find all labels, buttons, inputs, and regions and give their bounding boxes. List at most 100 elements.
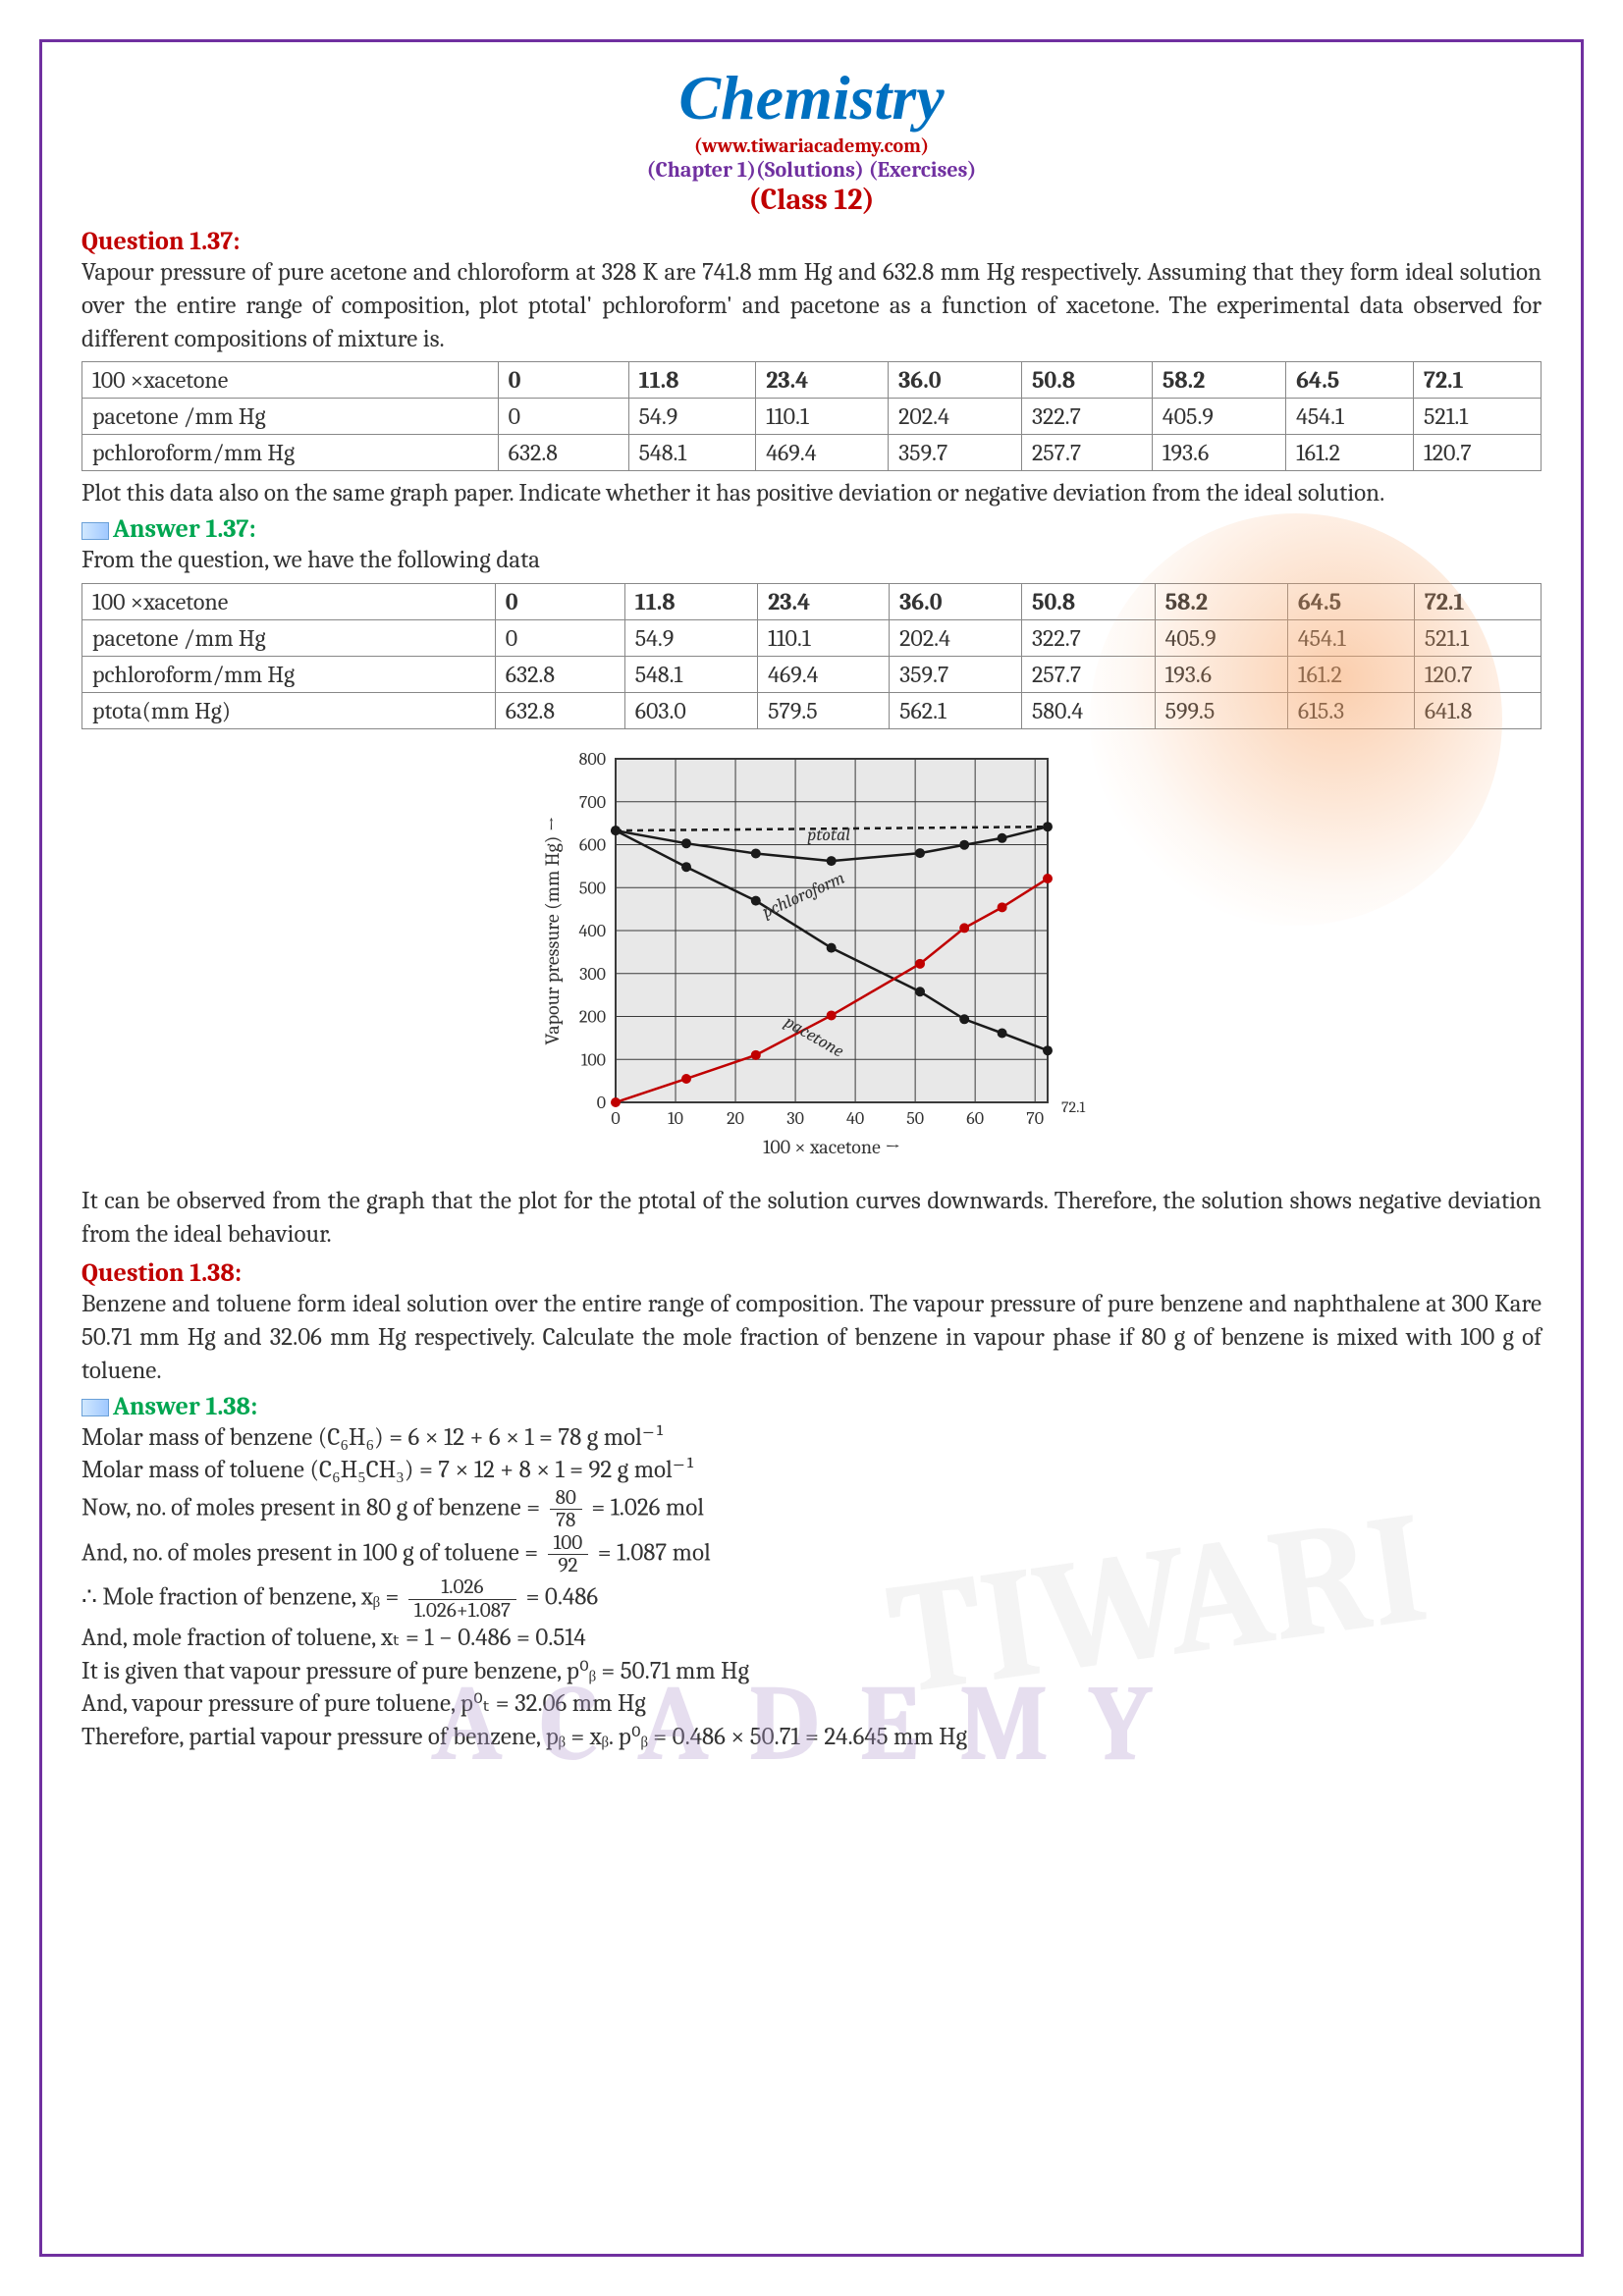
svg-text:100 × xacetone →: 100 × xacetone → [763, 1136, 900, 1158]
table-cell: 0 [495, 619, 624, 656]
svg-text:0: 0 [596, 1093, 605, 1113]
q137-table: 100 ×xacetone011.823.436.050.858.264.572… [81, 361, 1542, 471]
answer-icon [81, 1399, 109, 1416]
table-row-label: pacetone /mm Hg [82, 619, 496, 656]
text: = 1.026 mol [591, 1494, 704, 1522]
svg-text:600: 600 [578, 834, 605, 855]
table-row-label: pchloroform/mm Hg [82, 435, 499, 471]
table-cell: 322.7 [1021, 399, 1152, 435]
document-page: TIWARI ACADEMY Chemistry (www.tiwariacad… [39, 39, 1584, 2257]
a137-conclusion: It can be observed from the graph that t… [81, 1185, 1542, 1252]
table-row-label: 100 ×xacetone [82, 362, 499, 399]
table-cell: 322.7 [1021, 619, 1155, 656]
table-cell: 562.1 [890, 692, 1022, 728]
table-cell: 50.8 [1021, 362, 1152, 399]
table-cell: 202.4 [890, 619, 1022, 656]
table-cell: 0 [498, 399, 628, 435]
table-cell: 161.2 [1286, 435, 1414, 471]
a138-pt0: And, vapour pressure of pure toluene, p⁰… [81, 1687, 1542, 1721]
table-cell: 521.1 [1414, 399, 1542, 435]
table-cell: 72.1 [1414, 583, 1541, 619]
a138-xb: ∴ Mole fraction of benzene, xᵦ = 1.0261.… [81, 1576, 1542, 1622]
table-cell: 193.6 [1152, 435, 1285, 471]
table-cell: 359.7 [890, 656, 1022, 692]
svg-text:60: 60 [966, 1108, 984, 1129]
table-cell: 120.7 [1414, 435, 1542, 471]
text: ∴ Mole fraction of benzene, xᵦ = [81, 1583, 405, 1612]
table-cell: 0 [498, 362, 628, 399]
a138-pb0: It is given that vapour pressure of pure… [81, 1655, 1542, 1688]
table-row-label: pchloroform/mm Hg [82, 656, 496, 692]
table-cell: 580.4 [1021, 692, 1155, 728]
table-cell: 120.7 [1414, 656, 1541, 692]
fraction: 8078 [550, 1487, 582, 1532]
table-cell: 58.2 [1155, 583, 1287, 619]
vapour-pressure-chart: 01020304050607072.1010020030040050060070… [537, 739, 1087, 1171]
table-cell: 548.1 [624, 656, 757, 692]
table-row-label: pacetone /mm Hg [82, 399, 499, 435]
table-cell: 632.8 [495, 656, 624, 692]
a138-heading: Answer 1.38: [81, 1392, 1542, 1421]
table-cell: 50.8 [1021, 583, 1155, 619]
q137-heading: Question 1.37: [81, 227, 1542, 256]
text: = 1.087 mol [598, 1538, 711, 1567]
table-row-label: 100 ×xacetone [82, 583, 496, 619]
svg-text:50: 50 [906, 1108, 924, 1129]
svg-text:70: 70 [1026, 1108, 1044, 1129]
a138-xt: And, mole fraction of toluene, xₜ = 1 − … [81, 1622, 1542, 1655]
table-cell: 454.1 [1287, 619, 1414, 656]
svg-text:30: 30 [786, 1108, 804, 1129]
table-cell: 521.1 [1414, 619, 1541, 656]
a138-mtoluene: Molar mass of toluene (C₆H₅CH₃) = 7 × 12… [81, 1454, 1542, 1487]
a138-nbenzene: Now, no. of moles present in 80 g of ben… [81, 1487, 1542, 1532]
table-cell: 579.5 [758, 692, 890, 728]
table-cell: 72.1 [1414, 362, 1542, 399]
table-cell: 11.8 [624, 583, 757, 619]
q137-after: Plot this data also on the same graph pa… [81, 477, 1542, 510]
q138-heading: Question 1.38: [81, 1258, 1542, 1288]
website-link[interactable]: (www.tiwariacademy.com) [81, 134, 1542, 157]
fraction: 1.0261.026+1.087 [408, 1576, 516, 1622]
svg-text:40: 40 [846, 1108, 864, 1129]
answer-icon [81, 522, 109, 540]
table-cell: 469.4 [758, 656, 890, 692]
chapter-line: (Chapter 1)(Solutions) (Exercises) [81, 157, 1542, 183]
table-cell: 161.2 [1287, 656, 1414, 692]
q138-text: Benzene and toluene form ideal solution … [81, 1288, 1542, 1387]
text: And, no. of moles present in 100 g of to… [81, 1538, 544, 1567]
svg-text:700: 700 [578, 792, 605, 813]
a138-ntoluene: And, no. of moles present in 100 g of to… [81, 1532, 1542, 1577]
svg-text:100: 100 [580, 1049, 605, 1070]
table-cell: 405.9 [1152, 399, 1285, 435]
text: = 0.486 [526, 1583, 599, 1612]
class-line: (Class 12) [81, 183, 1542, 217]
table-cell: 632.8 [498, 435, 628, 471]
table-cell: 36.0 [890, 583, 1022, 619]
q137-text: Vapour pressure of pure acetone and chlo… [81, 256, 1542, 355]
svg-text:800: 800 [578, 749, 605, 770]
table-cell: 36.0 [889, 362, 1022, 399]
table-cell: 23.4 [756, 362, 889, 399]
table-cell: 548.1 [628, 435, 756, 471]
table-cell: 54.9 [624, 619, 757, 656]
a137-chart-container: 01020304050607072.1010020030040050060070… [81, 739, 1542, 1175]
a138-mbenzene: Molar mass of benzene (C₆H₆) = 6 × 12 + … [81, 1421, 1542, 1455]
table-cell: 193.6 [1155, 656, 1287, 692]
svg-text:Vapour pressure (mm Hg) →: Vapour pressure (mm Hg) → [541, 816, 564, 1044]
a137-heading-text: Answer 1.37: [113, 514, 256, 544]
a137-table: 100 ×xacetone011.823.436.050.858.264.572… [81, 583, 1542, 729]
svg-text:500: 500 [578, 878, 605, 898]
svg-text:300: 300 [579, 964, 606, 985]
table-cell: 0 [495, 583, 624, 619]
text: Now, no. of moles present in 80 g of ben… [81, 1494, 546, 1522]
table-cell: 11.8 [628, 362, 756, 399]
svg-text:72.1: 72.1 [1061, 1098, 1085, 1116]
table-cell: 615.3 [1287, 692, 1414, 728]
table-cell: 405.9 [1155, 619, 1287, 656]
a138-pb: Therefore, partial vapour pressure of be… [81, 1721, 1542, 1754]
table-cell: 257.7 [1021, 656, 1155, 692]
table-cell: 202.4 [889, 399, 1022, 435]
table-cell: 469.4 [756, 435, 889, 471]
table-cell: 23.4 [758, 583, 890, 619]
a137-intro: From the question, we have the following… [81, 544, 1542, 577]
